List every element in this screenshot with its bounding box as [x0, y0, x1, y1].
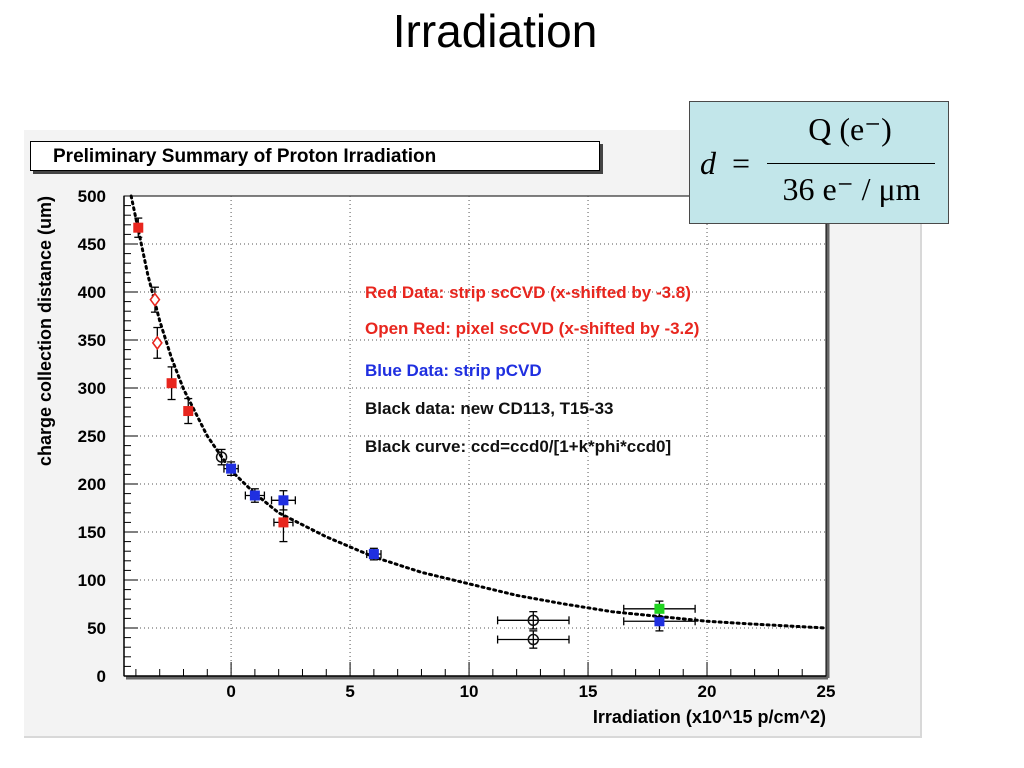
y-tick-label: 250	[78, 427, 106, 446]
data-point	[183, 397, 194, 425]
x-tick-label: 0	[226, 682, 235, 701]
marker-square	[133, 222, 144, 233]
marker-diamond	[149, 292, 161, 308]
data-point	[151, 326, 163, 359]
y-tick-label: 150	[78, 523, 106, 542]
data-point	[223, 461, 239, 477]
data-point	[166, 366, 177, 401]
data-point	[496, 630, 570, 649]
marker-square	[226, 463, 237, 474]
legend-entry: Black data: new CD113, T15-33	[365, 399, 614, 418]
marker-square	[654, 603, 665, 614]
chart-summary-title: Preliminary Summary of Proton Irradiatio…	[30, 141, 600, 171]
slide-title: Irradiation	[392, 5, 598, 57]
marker-circle	[527, 633, 540, 646]
y-tick-label: 300	[78, 379, 106, 398]
x-tick-label: 15	[579, 682, 598, 701]
data-point	[149, 286, 161, 313]
data-point	[133, 217, 144, 238]
x-tick-label: 10	[460, 682, 479, 701]
formula-fraction-bar	[767, 163, 935, 164]
y-tick-label: 500	[78, 187, 106, 206]
data-point	[244, 488, 266, 503]
formula-numerator: Q (e⁻)	[808, 111, 892, 147]
y-tick-label: 0	[97, 667, 106, 686]
x-tick-label: 20	[698, 682, 717, 701]
y-axis-label: charge collection distance (um)	[35, 196, 55, 466]
marker-diamond	[151, 335, 163, 351]
y-tick-label: 50	[87, 619, 106, 638]
x-axis-label: Irradiation (x10^15 p/cm^2)	[593, 707, 826, 727]
formula-denominator: 36 e⁻ / μm	[782, 171, 921, 207]
marker-square	[278, 517, 289, 528]
marker-square	[249, 490, 260, 501]
marker-square	[166, 378, 177, 389]
marker-square	[183, 406, 194, 417]
legend-entry: Red Data: strip scCVD (x-shifted by -3.8…	[365, 283, 691, 302]
data-point	[215, 448, 228, 466]
y-tick-label: 350	[78, 331, 106, 350]
data-point	[496, 611, 570, 630]
marker-circle	[215, 451, 228, 463]
y-tick-label: 100	[78, 571, 106, 590]
y-tick-label: 450	[78, 235, 106, 254]
data-point	[366, 547, 382, 561]
formula-box: d = Q (e⁻) 36 e⁻ / μm	[689, 101, 949, 224]
y-tick-label: 400	[78, 283, 106, 302]
x-tick-label: 5	[345, 682, 354, 701]
marker-square	[654, 616, 665, 627]
legend-entry: Open Red: pixel scCVD (x-shifted by -3.2…	[365, 319, 699, 338]
legend-entry: Black curve: ccd=ccd0/[1+k*phi*ccd0]	[365, 437, 671, 456]
formula-equals: =	[732, 145, 751, 181]
legend-entry: Blue Data: strip pCVD	[365, 361, 542, 380]
y-tick-label: 200	[78, 475, 106, 494]
fit-curve	[129, 194, 828, 630]
data-point	[270, 490, 296, 511]
x-tick-label: 25	[817, 682, 836, 701]
marker-square	[278, 495, 289, 506]
formula-lhs: d	[700, 145, 716, 181]
marker-circle	[527, 614, 540, 627]
marker-square	[368, 549, 379, 560]
data-point	[623, 600, 696, 618]
